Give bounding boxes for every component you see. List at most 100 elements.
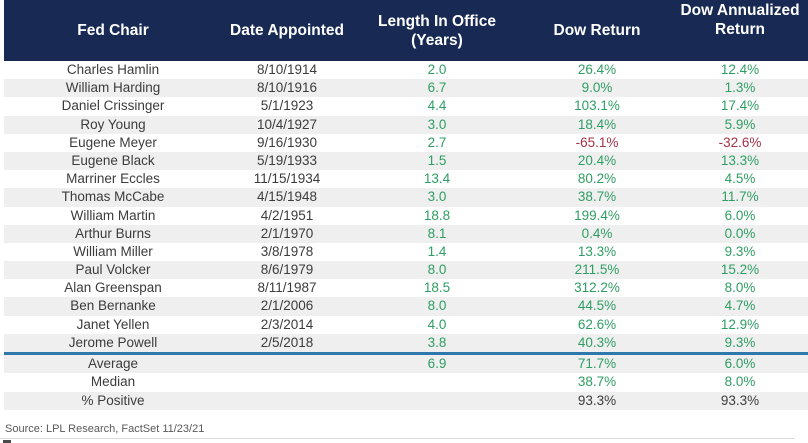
cell-date-appointed bbox=[222, 355, 352, 373]
cell-dow-return: 38.7% bbox=[577, 189, 617, 205]
table-row: Daniel Crissinger 5/1/1923 4.4 103.1% 17.4% bbox=[4, 97, 808, 115]
cell-dow-return: 93.3% bbox=[577, 392, 617, 408]
cell-dow-return: -65.1% bbox=[575, 134, 619, 150]
cell-length-in-office: 3.8 bbox=[427, 334, 447, 350]
cell-dow-return: 103.1% bbox=[574, 98, 620, 114]
cell-dow-annualized-return: 5.9% bbox=[724, 116, 756, 132]
cell-length-in-office: 1.5 bbox=[427, 152, 447, 168]
cell-dow-return: 20.4% bbox=[577, 152, 617, 168]
cell-dow-annualized-return: 1.3% bbox=[724, 80, 756, 96]
cell-length-in-office: 8.0 bbox=[427, 262, 447, 278]
cell-length-in-office: 4.0 bbox=[427, 316, 447, 332]
cell-dow-return: 26.4% bbox=[577, 62, 617, 77]
cell-fed-chair: Eugene Meyer bbox=[69, 134, 157, 150]
cell-dow-annualized-return: 15.2% bbox=[720, 262, 760, 278]
cell-dow-annualized-return: 17.4% bbox=[720, 98, 760, 114]
cell-dow-return: 62.6% bbox=[577, 316, 617, 332]
cell-fed-chair: Daniel Crissinger bbox=[61, 98, 165, 114]
cell-length-in-office: 3.0 bbox=[427, 116, 447, 132]
summary-row: % Positive 93.3% 93.3% bbox=[4, 391, 808, 411]
cell-date-appointed: 5/19/1933 bbox=[256, 152, 318, 168]
table-summary: Average 6.9 71.7% 6.0% Median 38.7% 8.0%% Posi… bbox=[4, 355, 808, 411]
cell-date-appointed bbox=[222, 392, 352, 410]
cell-date-appointed: 11/15/1934 bbox=[253, 171, 321, 187]
cell-dow-return: 13.3% bbox=[577, 243, 617, 259]
column-header-dow-annualized-return-label: Dow Annualized Return bbox=[680, 1, 800, 38]
cell-length-in-office: 4.4 bbox=[427, 98, 447, 114]
cell-dow-return: 0.4% bbox=[581, 225, 613, 241]
cell-length-in-office: 8.0 bbox=[427, 298, 447, 314]
cell-date-appointed: 8/11/1987 bbox=[257, 280, 317, 296]
cell-dow-annualized-return: 8.0% bbox=[724, 374, 756, 390]
cell-date-appointed: 4/2/1951 bbox=[260, 207, 314, 223]
source-note: Source: LPL Research, FactSet 11/23/21 bbox=[5, 423, 205, 435]
cell-fed-chair: Eugene Black bbox=[71, 152, 155, 168]
cell-fed-chair: Janet Yellen bbox=[76, 316, 150, 332]
cell-length-in-office: 18.8 bbox=[423, 207, 451, 223]
cell-dow-return: 9.0% bbox=[581, 80, 613, 96]
cell-date-appointed: 2/1/1970 bbox=[260, 225, 314, 241]
cell-dow-return: 80.2% bbox=[577, 171, 617, 187]
cell-dow-annualized-return: 0.0% bbox=[724, 225, 756, 241]
table-row: Ben Bernanke 2/1/2006 8.0 44.5% 4.7% bbox=[4, 297, 808, 316]
cell-fed-chair: Marriner Eccles bbox=[66, 171, 160, 187]
bottom-rule bbox=[0, 438, 795, 439]
table-row: Marriner Eccles 11/15/1934 13.4 80.2% 4.5% bbox=[4, 170, 808, 188]
cell-fed-chair: Paul Volcker bbox=[75, 262, 151, 278]
cell-length-in-office: 18.5 bbox=[423, 280, 451, 296]
cell-dow-annualized-return: 8.0% bbox=[724, 280, 756, 296]
cell-dow-return: 199.4% bbox=[574, 207, 620, 223]
cell-length-in-office: 2.7 bbox=[427, 134, 447, 150]
cell-fed-chair: Charles Hamlin bbox=[66, 62, 160, 77]
cell-length-in-office: 13.4 bbox=[423, 171, 451, 187]
table-row: Thomas McCabe 4/15/1948 3.0 38.7% 11.7% bbox=[4, 188, 808, 207]
column-header-fed-chair: Fed Chair bbox=[4, 0, 222, 61]
cell-summary-label: Average bbox=[87, 356, 139, 372]
cell-dow-return: 312.2% bbox=[574, 280, 620, 296]
cell-dow-annualized-return: 13.3% bbox=[720, 152, 760, 168]
cell-length-in-office: 3.0 bbox=[427, 189, 447, 205]
table-row: Alan Greenspan 8/11/1987 18.5 312.2% 8.0% bbox=[4, 279, 808, 297]
cell-date-appointed: 8/10/1914 bbox=[256, 62, 318, 77]
cell-date-appointed: 2/3/2014 bbox=[260, 316, 314, 332]
table-row: Eugene Black 5/19/1933 1.5 20.4% 13.3% bbox=[4, 151, 808, 171]
cell-fed-chair: Thomas McCabe bbox=[61, 189, 165, 205]
cell-dow-return: 40.3% bbox=[577, 334, 617, 350]
table-row: Roy Young 10/4/1927 3.0 18.4% 5.9% bbox=[4, 115, 808, 134]
cell-length-in-office bbox=[352, 392, 522, 410]
cell-dow-annualized-return: 11.7% bbox=[721, 189, 759, 205]
clipped-text-fragment bbox=[3, 440, 11, 443]
cell-dow-annualized-return: 93.3% bbox=[720, 392, 760, 408]
cell-dow-return: 44.5% bbox=[577, 298, 617, 314]
summary-divider-line bbox=[4, 352, 808, 355]
table-row: Jerome Powell 2/5/2018 3.8 40.3% 9.3% bbox=[4, 333, 808, 352]
cell-dow-annualized-return: 6.0% bbox=[724, 356, 756, 372]
cell-length-in-office bbox=[352, 373, 522, 391]
cell-fed-chair: Jerome Powell bbox=[68, 334, 158, 350]
cell-dow-return: 38.7% bbox=[577, 374, 617, 390]
cell-date-appointed: 5/1/1923 bbox=[260, 98, 314, 114]
cell-date-appointed: 10/4/1927 bbox=[256, 116, 318, 132]
cell-fed-chair: William Martin bbox=[70, 207, 156, 223]
cell-date-appointed: 2/5/2018 bbox=[260, 334, 314, 350]
summary-row: Median 38.7% 8.0% bbox=[4, 373, 808, 391]
cell-dow-annualized-return: -32.6% bbox=[718, 134, 762, 150]
fed-chair-dow-return-table: Fed Chair Date Appointed Length In Offic… bbox=[4, 0, 808, 411]
table-row: Charles Hamlin 8/10/1914 2.0 26.4% 12.4% bbox=[4, 61, 808, 79]
cell-dow-annualized-return: 9.3% bbox=[724, 334, 756, 350]
table-row: Paul Volcker 8/6/1979 8.0 211.5% 15.2% bbox=[4, 261, 808, 280]
cell-fed-chair: William Miller bbox=[73, 243, 153, 259]
cell-fed-chair: Alan Greenspan bbox=[64, 280, 162, 296]
cell-date-appointed bbox=[222, 373, 352, 391]
table-row: Janet Yellen 2/3/2014 4.0 62.6% 12.9% bbox=[4, 316, 808, 334]
column-header-fed-chair-label: Fed Chair bbox=[77, 22, 149, 39]
column-header-date-appointed-label: Date Appointed bbox=[230, 22, 344, 39]
cell-fed-chair: Ben Bernanke bbox=[70, 298, 156, 314]
cell-fed-chair: Arthur Burns bbox=[75, 225, 151, 241]
column-header-dow-return-label: Dow Return bbox=[553, 22, 641, 39]
cell-dow-annualized-return: 9.3% bbox=[724, 243, 756, 259]
column-header-dow-annualized-return: Dow Annualized Return bbox=[672, 0, 808, 61]
column-header-date-appointed: Date Appointed bbox=[222, 0, 352, 61]
cell-fed-chair: Roy Young bbox=[80, 116, 146, 132]
table-row: Eugene Meyer 9/16/1930 2.7 -65.1% -32.6% bbox=[4, 134, 808, 152]
